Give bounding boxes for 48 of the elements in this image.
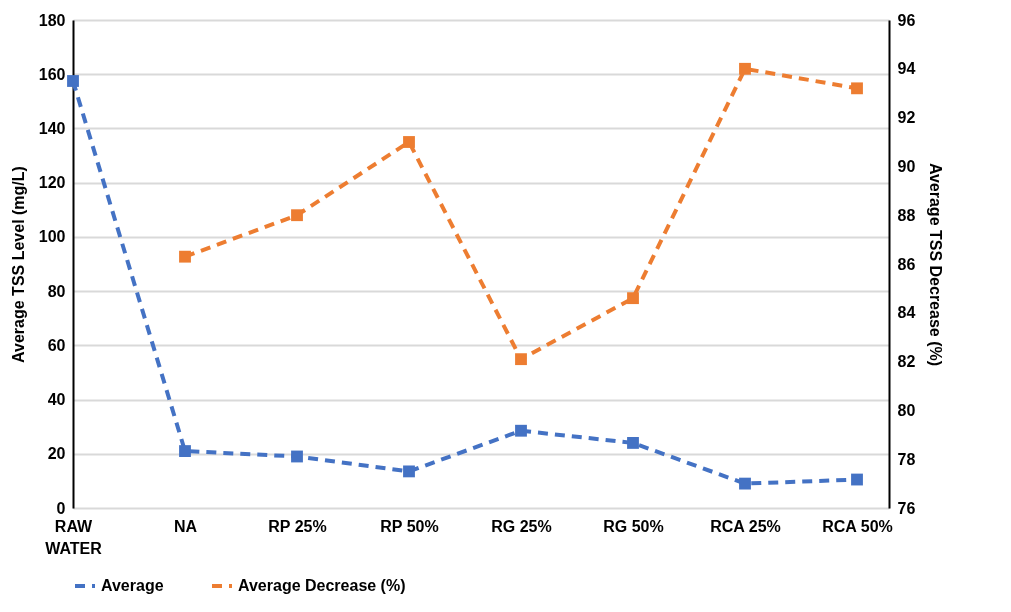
- y2-tick-label: 84: [897, 304, 916, 322]
- y2-tick-label: 96: [897, 11, 916, 29]
- point: [627, 292, 639, 305]
- y2-tick-label: 82: [897, 353, 916, 371]
- x-tick-label: RP 25%: [268, 517, 327, 535]
- y2-tick-label: 92: [897, 109, 916, 127]
- x-tick-label: RG 50%: [603, 517, 664, 535]
- point: [515, 353, 527, 366]
- y2-tick-label: 76: [897, 499, 916, 517]
- point: [67, 75, 79, 87]
- y2-tick-label: 80: [897, 401, 916, 419]
- y-tick-label: 0: [56, 499, 66, 517]
- x-tick-label: RAW WATER: [45, 517, 103, 557]
- y-tick-label: 40: [47, 391, 66, 409]
- point: [403, 465, 415, 478]
- x-tick-label: RCA 50%: [822, 517, 893, 535]
- x-tick-label: RCA 25%: [710, 517, 781, 535]
- y-tick-label: 100: [38, 228, 66, 246]
- y2-tick-label: 86: [897, 255, 916, 273]
- point: [515, 424, 527, 437]
- y-tick-label: 160: [38, 65, 66, 83]
- point: [179, 250, 191, 263]
- y-tick-label: 120: [38, 174, 66, 192]
- point: [851, 82, 863, 95]
- point: [291, 450, 303, 463]
- point: [739, 477, 751, 490]
- point: [179, 445, 191, 457]
- y2-axis-title: Average TSS Decrease (%): [927, 162, 945, 367]
- legend-label: Average: [101, 577, 164, 594]
- y2-tick-label: 88: [897, 206, 916, 224]
- point: [739, 62, 751, 75]
- y2-tick-label: 94: [897, 60, 916, 78]
- y-tick-label: 80: [47, 282, 66, 300]
- y-axis-title: Average TSS Level (mg/L): [9, 166, 27, 363]
- y2-tick-label: 78: [897, 450, 916, 468]
- point: [291, 209, 303, 222]
- point: [627, 437, 639, 449]
- point: [403, 136, 415, 148]
- point: [851, 473, 863, 486]
- legend-label: Average Decrease (%): [238, 577, 406, 594]
- y-tick-label: 140: [38, 119, 66, 137]
- x-tick-label: NA: [173, 517, 198, 535]
- y2-tick-label: 90: [897, 157, 916, 175]
- y-tick-label: 60: [47, 336, 66, 354]
- x-tick-label: RP 50%: [380, 517, 439, 535]
- y-tick-label: 180: [38, 11, 66, 29]
- x-tick-label: RG 25%: [491, 517, 552, 535]
- y-tick-label: 20: [47, 445, 66, 463]
